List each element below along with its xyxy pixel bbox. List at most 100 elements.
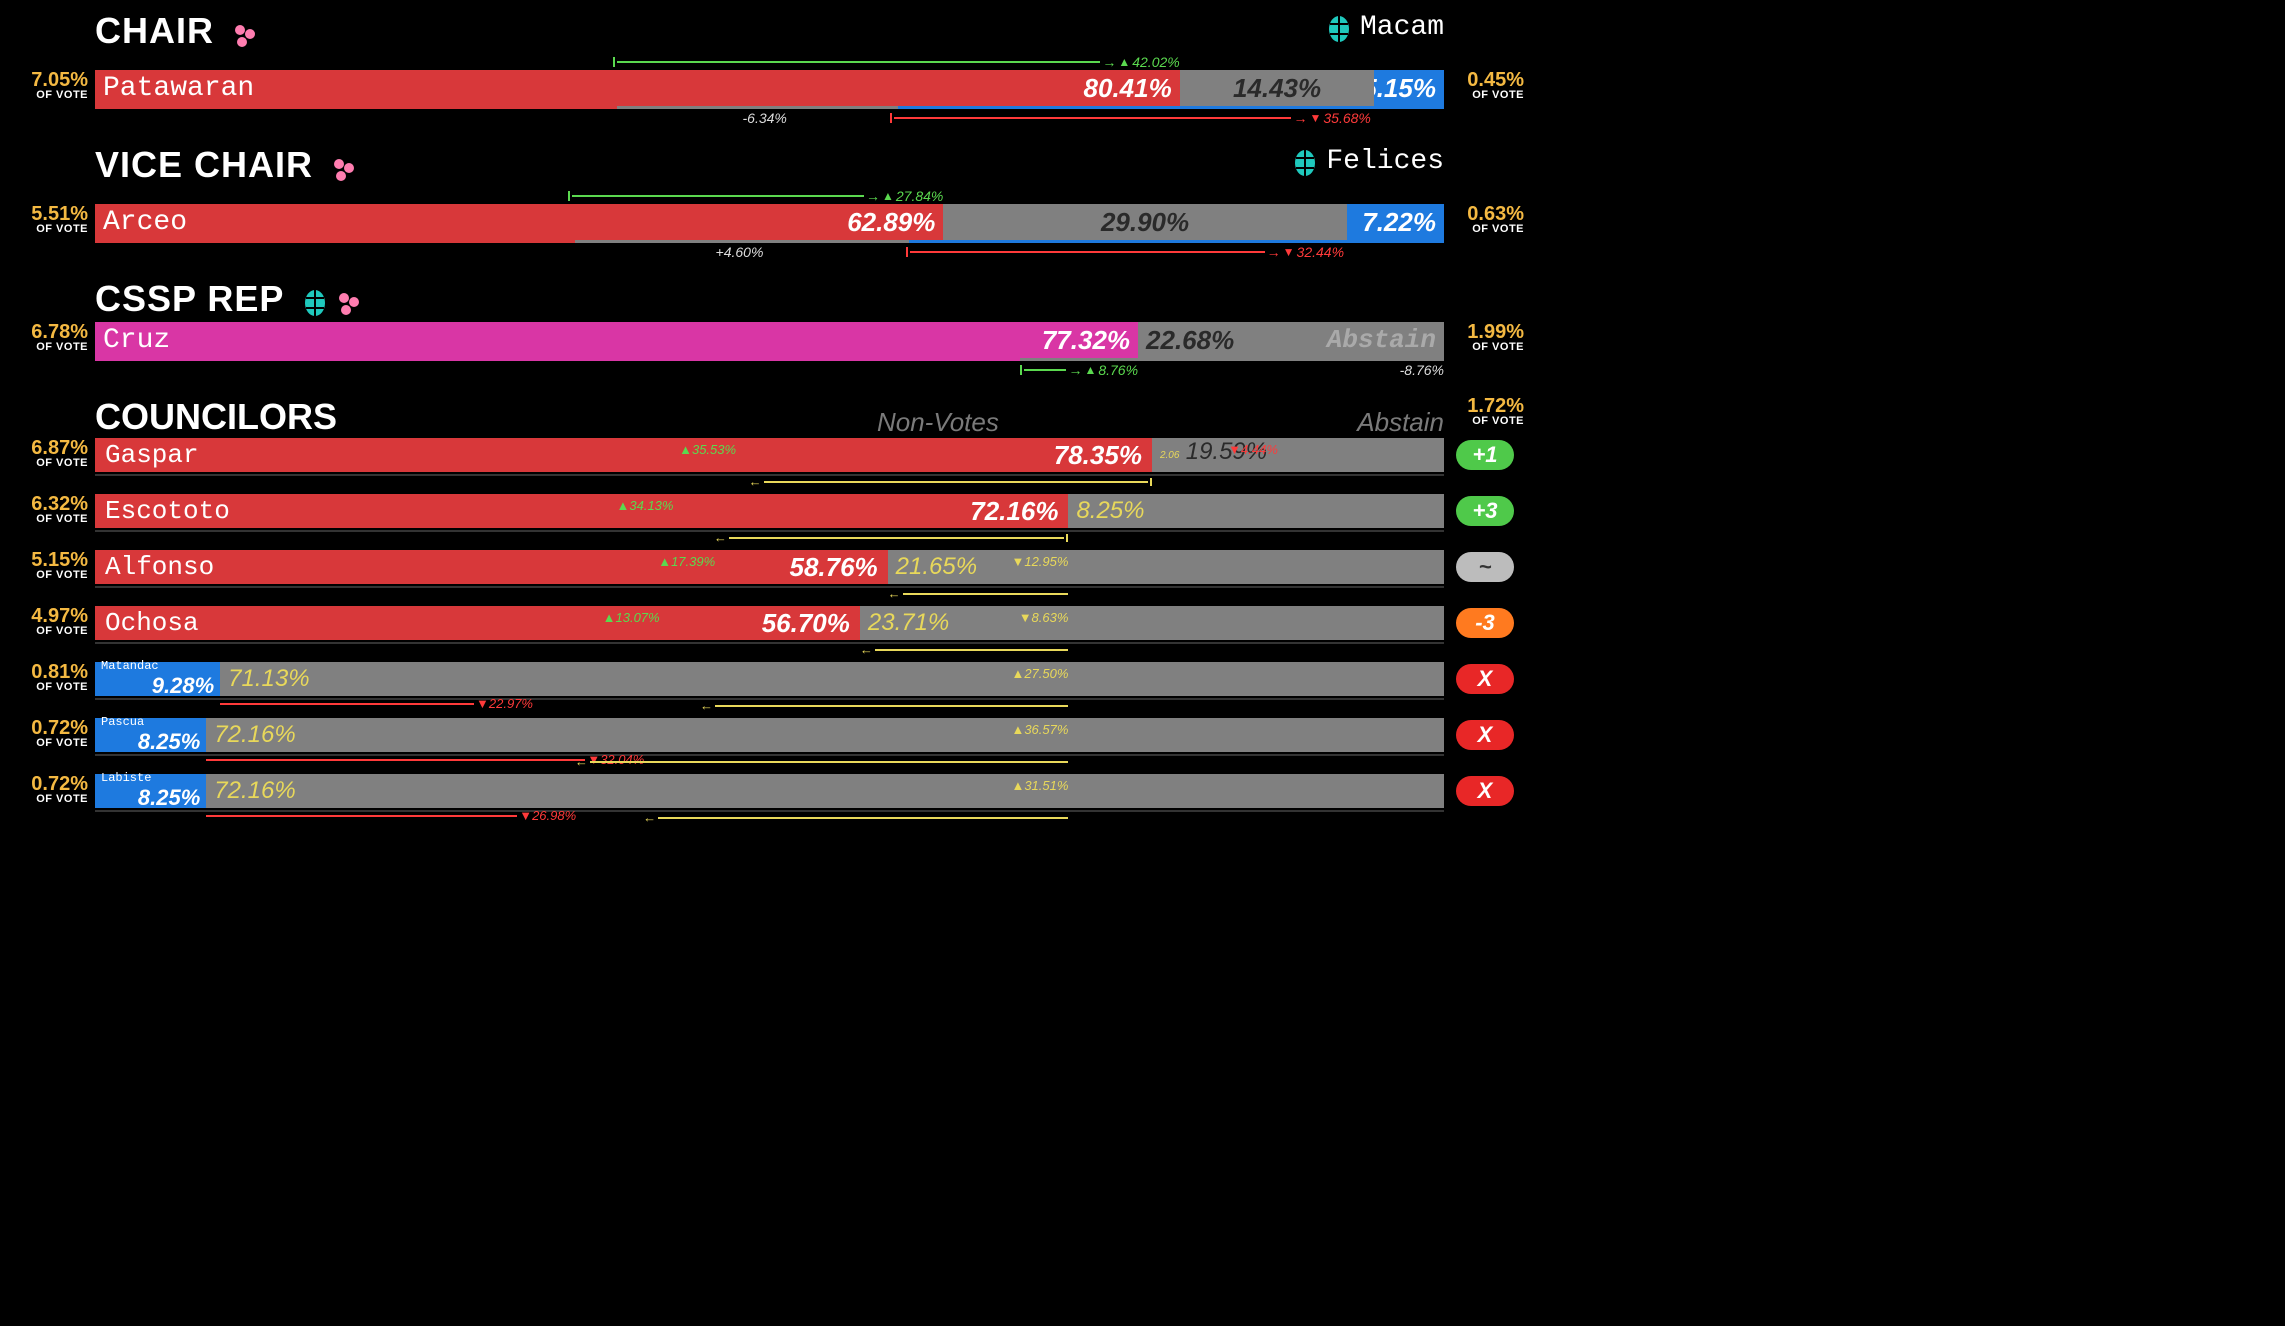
party-icon-teal [300, 285, 328, 313]
bar-segment-candidate: Escototo72.16% [95, 494, 1068, 528]
delta-red: ▼4.44% [1228, 442, 1278, 457]
councilor-delta-row: ▲35.53%▼4.44%← [95, 472, 1444, 490]
underline-bar [95, 106, 1444, 109]
title-text: VICE CHAIR [95, 144, 313, 186]
bar-segment-candidate: Gaspar78.35% [95, 438, 1152, 472]
bar-segment-abstain [1180, 662, 1444, 696]
underline-segment [95, 240, 575, 243]
underline-bar [95, 240, 1444, 243]
councilor-row: 4.97%OF VOTEOchosa56.70%23.71%-3▲13.07%▼… [0, 606, 1524, 644]
underline-segment [909, 240, 1444, 243]
bar-segment-abstain [1180, 606, 1444, 640]
race-vice-chair: VICE CHAIR Felices →▲27.84% 5.51% OF VOT… [0, 144, 1524, 260]
delta-red-arrow: ▼22.97% [220, 696, 533, 711]
underline-segment [95, 358, 1020, 361]
rank-badge: +3 [1456, 496, 1514, 526]
rank-badge: ~ [1456, 552, 1514, 582]
bar-segment-abstain [1180, 774, 1444, 808]
title-text: CSSP REP [95, 278, 284, 320]
councilors-title: COUNCILORS [95, 396, 337, 438]
councilor-delta-row: ▲34.13%← [95, 528, 1444, 546]
rank-badge: X [1456, 664, 1514, 694]
bar-segment-candidate: Labiste8.25% [95, 774, 206, 808]
section-councilors: COUNCILORS Non-Votes Abstain 1.72% OF VO… [0, 396, 1524, 812]
delta-green: →▲42.02% [613, 54, 1180, 70]
councilor-delta-row: ▼22.97%▲27.50%← [95, 696, 1444, 714]
party-icon-pink [329, 151, 357, 179]
left-vote-pct: 6.78% OF VOTE [0, 322, 88, 353]
delta-green: ▲17.39% [658, 554, 715, 569]
bar-segment-candidate: Ochosa56.70% [95, 606, 860, 640]
delta-yellow-down: ▼8.63% [860, 610, 1069, 625]
bar-segment-nonvotes: 8.25% [1068, 494, 1179, 528]
councilor-delta-row: ▼26.98%▲31.51%← [95, 808, 1444, 826]
delta-green: ▲34.13% [617, 498, 674, 513]
bar-segment-abstain [1180, 718, 1444, 752]
bar-segment-abstain: 19.59% [1180, 438, 1444, 472]
underline-segment [1020, 358, 1444, 361]
bar-segment-red: Patawaran80.41% [95, 70, 1180, 106]
delta-green: ▲13.07% [603, 610, 660, 625]
left-vote-pct: 7.05% OF VOTE [0, 70, 88, 101]
councilor-bar: Ochosa56.70%23.71% [95, 606, 1444, 640]
bar-segment-nonvotes: 2.06% [1152, 438, 1180, 472]
councilor-delta-row: ▲17.39%▼12.95%← [95, 584, 1444, 602]
result-bar: Patawaran80.41%14.43%5.15% [95, 70, 1444, 106]
underline-segment [898, 106, 1444, 109]
bottom-delta-row: -6.34% →▼35.68% [95, 110, 1444, 126]
councilor-row: 0.81%OF VOTEMatandac9.28%71.13%X▼22.97%▲… [0, 662, 1524, 700]
bar-segment-abstain: 22.68%Abstain [1138, 322, 1444, 358]
councilor-bar: Escototo72.16%8.25% [95, 494, 1444, 528]
race-title: CSSP REP [95, 278, 1524, 320]
bar-segment-gray: 29.90% [943, 204, 1346, 240]
rank-badge: X [1456, 720, 1514, 750]
top-delta-row: →▲42.02% [95, 54, 1444, 70]
delta-yellow-line: ← [860, 642, 1069, 657]
top-delta-row: →▲27.84% [95, 188, 1444, 204]
bar-segment-magenta: Cruz77.32% [95, 322, 1138, 358]
opponent-label: Macam [1324, 12, 1444, 43]
councilor-delta-row: ▲13.07%▼8.63%← [95, 640, 1444, 658]
delta-green: →▲27.84% [568, 188, 944, 204]
delta-center: +4.60% [716, 244, 764, 260]
delta-yellow-down: ▼12.95% [888, 554, 1069, 569]
bar-segment-abstain [1180, 494, 1444, 528]
opponent-name: Macam [1360, 12, 1444, 43]
right-vote-pct: 1.72% OF VOTE [1449, 396, 1524, 427]
councilor-bar: Alfonso58.76%21.65% [95, 550, 1444, 584]
delta-yellow-line: ← [643, 810, 1068, 825]
opponent-name: Felices [1326, 146, 1444, 177]
right-vote-pct: 0.63% OF VOTE [1449, 204, 1524, 235]
title-text: CHAIR [95, 10, 214, 52]
delta-red: →▼32.44% [906, 244, 1344, 260]
delta-yellow-line: ← [700, 698, 1068, 713]
party-icon-teal [1324, 14, 1352, 42]
party-icon-pink [334, 285, 362, 313]
bar-segment-blue: 7.22% [1347, 204, 1444, 240]
delta-yellow-up: ▲27.50% [700, 666, 1068, 681]
left-vote-pct: 6.87%OF VOTE [0, 438, 88, 469]
party-icon-pink [230, 17, 258, 45]
delta-yellow-line: ← [888, 586, 1069, 601]
delta-green: →▲8.76% [1020, 362, 1138, 378]
party-icon-teal [1290, 148, 1318, 176]
delta-red: →▼35.68% [890, 110, 1371, 126]
rank-badge: X [1456, 776, 1514, 806]
delta-yellow-arrow: ← [749, 474, 1152, 489]
delta-red-arrow: ▼26.98% [206, 808, 576, 823]
delta-green: ▲35.53% [679, 442, 736, 457]
councilors-header: COUNCILORS Non-Votes Abstain [95, 396, 1444, 438]
right-vote-pct: 0.45% OF VOTE [1449, 70, 1524, 101]
result-bar: Arceo62.89%29.90%7.22% [95, 204, 1444, 240]
left-vote-pct: 5.51% OF VOTE [0, 204, 88, 235]
right-vote-pct: 1.99% OF VOTE [1449, 322, 1524, 353]
bar-segment-candidate: Matandac9.28% [95, 662, 220, 696]
rank-badge: +1 [1456, 440, 1514, 470]
underline-bar [95, 358, 1444, 361]
councilor-row: 0.72%OF VOTELabiste8.25%72.16%X▼26.98%▲3… [0, 774, 1524, 812]
bar-segment-candidate: Pascua8.25% [95, 718, 206, 752]
bar-segment-red: Arceo62.89% [95, 204, 943, 240]
result-bar: Cruz77.32%22.68%Abstain [95, 322, 1444, 358]
header-nonvotes: Non-Votes [877, 407, 999, 438]
left-vote-pct: 6.32%OF VOTE [0, 494, 88, 525]
